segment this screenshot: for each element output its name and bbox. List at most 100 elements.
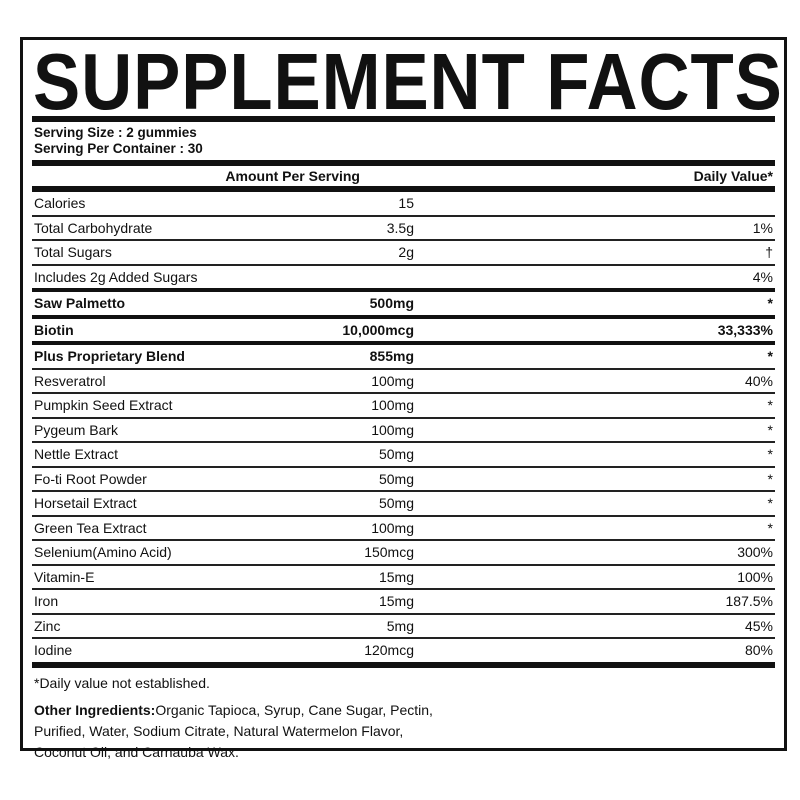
table-row: Iron 15mg 187.5% xyxy=(32,590,775,613)
table-row: Calories 15 xyxy=(32,192,775,215)
table-row: Selenium(Amino Acid) 150mcg 300% xyxy=(32,541,775,564)
nutrient-name: Selenium(Amino Acid) xyxy=(34,544,172,561)
daily-value: * xyxy=(767,295,773,312)
daily-value: * xyxy=(767,397,773,414)
daily-value: 80% xyxy=(744,642,773,659)
daily-value: * xyxy=(767,446,773,463)
table-row: Total Carbohydrate 3.5g 1% xyxy=(32,217,775,240)
column-header: Amount Per Serving Daily Value* xyxy=(32,166,775,186)
nutrient-amount: 15 xyxy=(398,195,414,212)
divider xyxy=(32,563,775,566)
table-row: Biotin 10,000mcg 33,333% xyxy=(32,319,775,342)
daily-value: * xyxy=(767,519,773,536)
nutrient-name: Iodine xyxy=(34,642,73,659)
divider xyxy=(32,367,775,370)
nutrient-amount: 3.5g xyxy=(386,219,414,236)
nutrient-amount: 100mg xyxy=(371,519,414,536)
table-row: Pumpkin Seed Extract 100mg * xyxy=(32,394,775,417)
panel-title: SUPPLEMENT FACTS xyxy=(33,37,783,126)
divider xyxy=(32,288,775,292)
other-ingredients: Other Ingredients:Organic Tapioca, Syrup… xyxy=(32,692,775,763)
nutrient-name: Zinc xyxy=(34,617,61,634)
divider xyxy=(32,116,775,122)
nutrient-name: Pygeum Bark xyxy=(34,421,119,438)
nutrient-name: Includes 2g Added Sugars xyxy=(34,268,198,285)
divider xyxy=(32,588,775,590)
divider xyxy=(32,441,775,443)
divider xyxy=(32,341,775,345)
table-row: Vitamin-E 15mg 100% xyxy=(32,566,775,589)
nutrient-amount: 50mg xyxy=(378,470,414,487)
table-row: Total Sugars 2g † xyxy=(32,241,775,264)
nutrient-name: Biotin xyxy=(34,321,74,338)
nutrient-table: Calories 15 Total Carbohydrate 3.5g 1% Total … xyxy=(32,192,775,662)
footnote: *Daily value not established. xyxy=(34,674,210,691)
divider xyxy=(32,539,775,541)
nutrient-amount: 50mg xyxy=(378,495,414,512)
nutrient-amount: 2g xyxy=(398,244,414,261)
daily-value-header: Daily Value* xyxy=(693,168,773,184)
divider xyxy=(32,612,775,615)
table-row: Includes 2g Added Sugars 4% xyxy=(32,266,775,289)
nutrient-name: Nettle Extract xyxy=(34,446,119,463)
nutrient-name: Green Tea Extract xyxy=(34,519,147,536)
nutrient-name: Iron xyxy=(34,593,59,610)
other-ingredients-line3: Coconut Oil, and Carnauba Wax. xyxy=(34,743,239,760)
daily-value: 40% xyxy=(744,372,773,389)
daily-value: * xyxy=(767,495,773,512)
nutrient-amount: 10,000mcg xyxy=(342,321,414,338)
nutrient-name: Saw Palmetto xyxy=(34,295,126,312)
nutrient-name: Calories xyxy=(34,195,86,212)
serving-size: Serving Size : 2 gummies xyxy=(34,125,197,140)
divider xyxy=(32,416,775,419)
table-row: Saw Palmetto 500mg * xyxy=(32,292,775,315)
divider xyxy=(32,314,775,319)
table-row: Plus Proprietary Blend 855mg * xyxy=(32,345,775,368)
table-row: Pygeum Bark 100mg * xyxy=(32,419,775,442)
nutrient-amount: 120mcg xyxy=(364,642,414,659)
daily-value: 300% xyxy=(737,544,773,561)
divider xyxy=(32,214,775,217)
daily-value: 45% xyxy=(744,617,773,634)
amount-header: Amount Per Serving xyxy=(225,168,360,184)
divider xyxy=(32,186,775,192)
other-ingredients-label: Other Ingredients: xyxy=(34,701,156,718)
divider xyxy=(32,490,775,492)
daily-value: * xyxy=(767,470,773,487)
table-row: Horsetail Extract 50mg * xyxy=(32,492,775,515)
divider xyxy=(32,637,775,639)
servings-per-container: Serving Per Container : 30 xyxy=(34,141,203,156)
nutrient-amount: 100mg xyxy=(371,397,414,414)
daily-value: 4% xyxy=(752,268,773,285)
daily-value: * xyxy=(767,348,773,365)
nutrient-amount: 15mg xyxy=(378,568,414,585)
divider xyxy=(32,514,775,517)
serving-info: Serving Size : 2 gummies Serving Per Con… xyxy=(32,122,775,160)
nutrient-amount: 500mg xyxy=(369,295,414,312)
nutrient-amount: 855mg xyxy=(369,348,414,365)
nutrient-amount: 100mg xyxy=(371,421,414,438)
daily-value: 187.5% xyxy=(725,593,773,610)
nutrient-name: Fo-ti Root Powder xyxy=(34,470,147,487)
daily-value: 100% xyxy=(737,568,773,585)
divider xyxy=(32,263,775,266)
daily-value: † xyxy=(765,244,773,261)
nutrient-name: Plus Proprietary Blend xyxy=(34,348,185,365)
nutrient-amount: 5mg xyxy=(386,617,414,634)
table-row: Green Tea Extract 100mg * xyxy=(32,517,775,540)
nutrient-name: Total Carbohydrate xyxy=(34,219,153,236)
table-row: Resveratrol 100mg 40% xyxy=(32,370,775,393)
divider xyxy=(32,160,775,166)
daily-value: * xyxy=(767,421,773,438)
other-ingredients-text: Organic Tapioca, Syrup, Cane Sugar, Pect… xyxy=(155,701,433,718)
divider xyxy=(32,239,775,241)
divider xyxy=(32,392,775,394)
daily-value: 33,333% xyxy=(717,321,773,338)
table-row: Fo-ti Root Powder 50mg * xyxy=(32,468,775,491)
nutrient-name: Resveratrol xyxy=(34,372,106,389)
table-row: Zinc 5mg 45% xyxy=(32,615,775,638)
nutrient-amount: 150mcg xyxy=(364,544,414,561)
nutrient-name: Vitamin-E xyxy=(34,568,95,585)
divider xyxy=(32,465,775,468)
nutrient-amount: 15mg xyxy=(378,593,414,610)
